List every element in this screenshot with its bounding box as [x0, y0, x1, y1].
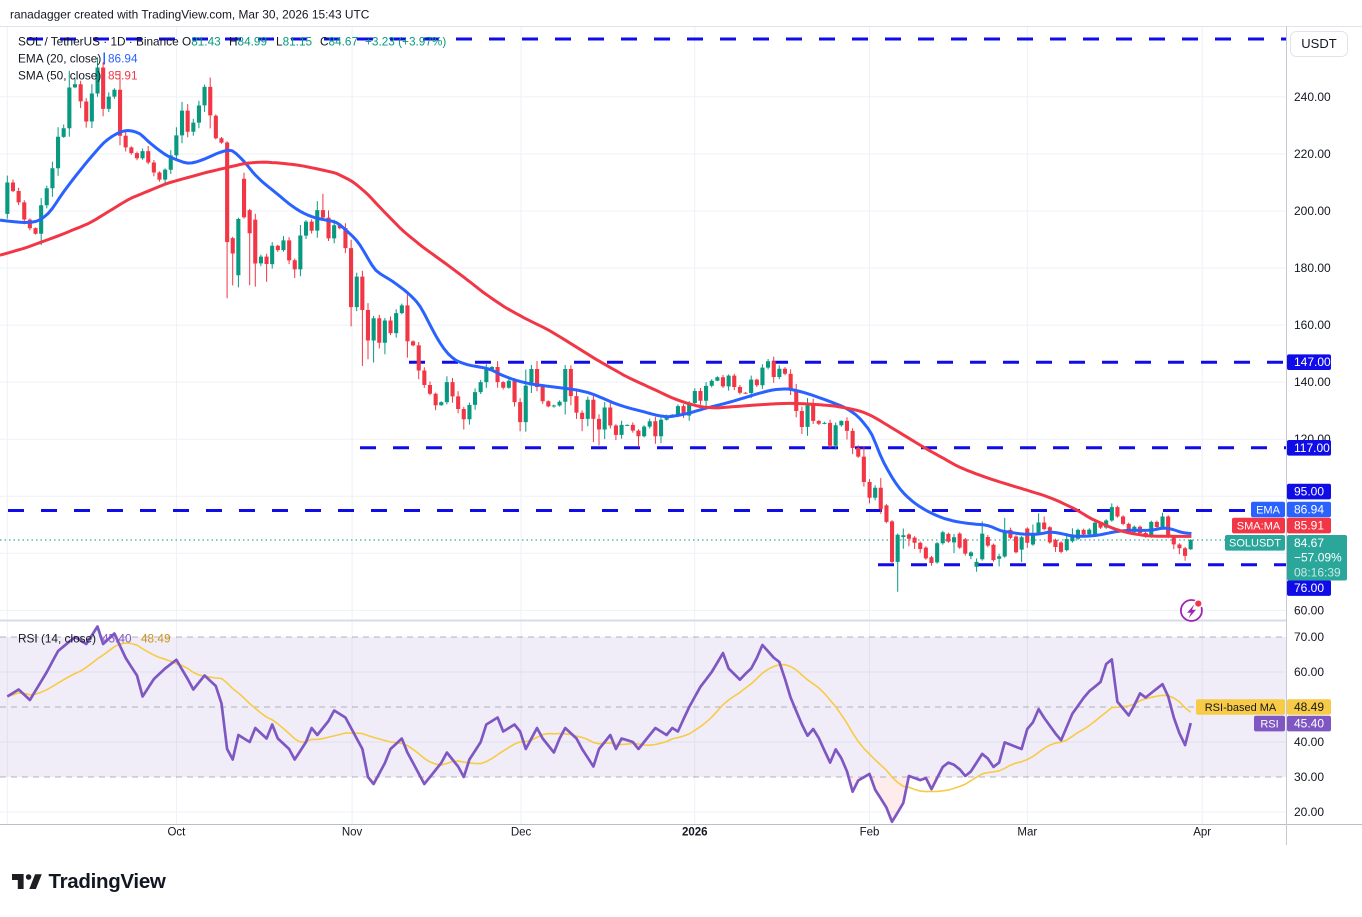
- svg-text:ranadagger created with Tradin: ranadagger created with TradingView.com,…: [10, 8, 370, 22]
- svg-text:48.49: 48.49: [141, 632, 171, 646]
- svg-text:Feb: Feb: [860, 827, 880, 839]
- svg-text:117.00: 117.00: [1294, 441, 1330, 455]
- svg-text:70.00: 70.00: [1294, 630, 1324, 644]
- svg-text:45.40: 45.40: [1294, 717, 1324, 731]
- svg-text:SOL / TetherUS · 1D · Binance: SOL / TetherUS · 1D · Binance: [18, 35, 179, 49]
- svg-text:EMA (20, close): EMA (20, close): [18, 52, 101, 66]
- svg-text:Mar: Mar: [1017, 827, 1037, 839]
- svg-text:86.94: 86.94: [1294, 503, 1324, 517]
- svg-text:−57.09%: −57.09%: [1294, 551, 1342, 565]
- svg-text:O81.43: O81.43: [182, 35, 221, 49]
- svg-text:RSI (14, close): RSI (14, close): [18, 632, 96, 646]
- svg-text:147.00: 147.00: [1294, 355, 1331, 369]
- svg-text:+3.23 (+3.97%): +3.23 (+3.97%): [365, 35, 446, 49]
- svg-text:USDT: USDT: [1301, 36, 1336, 51]
- svg-text:84.67: 84.67: [1294, 536, 1324, 550]
- svg-text:SOLUSDT: SOLUSDT: [1229, 538, 1281, 550]
- svg-text:Oct: Oct: [167, 827, 186, 839]
- svg-text:Apr: Apr: [1193, 827, 1211, 839]
- svg-text:TradingView: TradingView: [49, 870, 166, 893]
- svg-text:160.00: 160.00: [1294, 318, 1331, 332]
- svg-text:180.00: 180.00: [1294, 261, 1331, 275]
- svg-text:L81.15: L81.15: [276, 35, 313, 49]
- svg-text:Nov: Nov: [342, 827, 363, 839]
- svg-text:20.00: 20.00: [1294, 805, 1324, 819]
- svg-text:60.00: 60.00: [1294, 603, 1324, 617]
- svg-text:EMA: EMA: [1256, 504, 1281, 516]
- svg-text:76.00: 76.00: [1294, 581, 1324, 595]
- svg-text:Dec: Dec: [511, 827, 532, 839]
- svg-text:85.91: 85.91: [1294, 519, 1324, 533]
- svg-text:08:16:39: 08:16:39: [1294, 565, 1341, 579]
- svg-text:SMA (50, close): SMA (50, close): [18, 69, 101, 83]
- svg-text:H84.99: H84.99: [229, 35, 267, 49]
- svg-text:SMA:MA: SMA:MA: [1237, 520, 1281, 532]
- svg-text:220.00: 220.00: [1294, 147, 1331, 161]
- svg-text:60.00: 60.00: [1294, 665, 1324, 679]
- svg-text:200.00: 200.00: [1294, 204, 1331, 218]
- svg-text:95.00: 95.00: [1294, 485, 1324, 499]
- svg-text:86.94: 86.94: [108, 52, 138, 66]
- svg-text:140.00: 140.00: [1294, 375, 1331, 389]
- svg-text:30.00: 30.00: [1294, 770, 1324, 784]
- svg-text:RSI-based MA: RSI-based MA: [1205, 702, 1277, 714]
- svg-text:240.00: 240.00: [1294, 90, 1331, 104]
- svg-text:40.00: 40.00: [1294, 735, 1324, 749]
- svg-text:85.91: 85.91: [108, 69, 138, 83]
- svg-text:45.40: 45.40: [102, 632, 132, 646]
- svg-text:48.49: 48.49: [1294, 700, 1324, 714]
- svg-text:RSI: RSI: [1260, 718, 1278, 730]
- svg-text:2026: 2026: [682, 827, 708, 839]
- svg-text:C84.67: C84.67: [320, 35, 358, 49]
